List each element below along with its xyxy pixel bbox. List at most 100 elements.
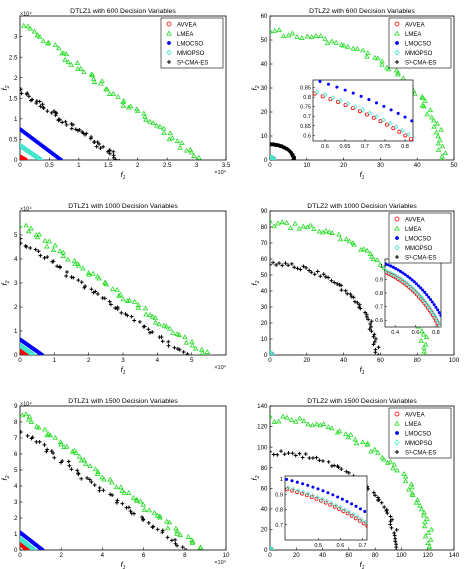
data-point-s-cma-es xyxy=(326,275,331,280)
inset-x-tick-label: 0.7 xyxy=(359,543,367,549)
legend-marker-avvea xyxy=(394,411,400,417)
data-point-lmea xyxy=(189,538,196,544)
data-point-lmea xyxy=(191,153,197,158)
data-point-lmea xyxy=(135,304,142,310)
inset-point-lmocso xyxy=(385,262,388,266)
inset-point-mmopso xyxy=(433,314,438,320)
legend-marker-mmopso xyxy=(394,244,400,251)
data-point-lmea xyxy=(345,434,352,440)
x-tick-label: 6 xyxy=(142,552,146,559)
data-point-lmea xyxy=(374,257,381,263)
data-point-lmea xyxy=(167,130,173,136)
legend-label-s-cma-es: S³-CMA-ES xyxy=(177,60,208,66)
legend-label-s-cma-es: S³-CMA-ES xyxy=(405,450,436,456)
data-point-s-cma-es xyxy=(373,493,377,498)
x-axis-label: f1 xyxy=(360,560,365,569)
y-tick-label: 6 xyxy=(14,451,18,458)
inset-point-lmocso xyxy=(255,63,258,66)
data-point-lmea xyxy=(142,113,148,119)
inset-point-avvea xyxy=(452,174,455,177)
inset-point-mmopso xyxy=(256,74,259,78)
data-point-lmea xyxy=(92,466,99,472)
inset-point-lmocso xyxy=(374,101,379,105)
data-point-lmea xyxy=(81,69,87,74)
data-point-s-cma-es xyxy=(311,456,315,460)
data-point-lmea xyxy=(147,312,153,317)
x-tick-label: 30 xyxy=(377,162,384,169)
inset-point-mmopso xyxy=(338,97,343,104)
data-point-s-cma-es xyxy=(71,275,76,280)
inset-point-mmopso xyxy=(355,514,360,520)
data-point-lmea xyxy=(35,424,42,430)
data-point-lmea xyxy=(427,536,434,542)
inset-y-tick-label: 0.85 xyxy=(300,86,311,92)
data-point-lmea xyxy=(166,519,173,525)
data-point-s-cma-es xyxy=(30,435,35,440)
data-point-s-cma-es xyxy=(27,94,31,99)
inset-point-lmocso xyxy=(389,108,393,112)
legend-label-avvea: AVVEA xyxy=(405,412,425,418)
data-point-lmea xyxy=(116,292,122,298)
y-tick-label: 40 xyxy=(261,288,268,295)
legend-label-s-cma-es: S³-CMA-ES xyxy=(405,60,436,66)
inset-point-lmocso xyxy=(311,485,315,489)
data-point-s-cma-es xyxy=(120,501,125,506)
data-point-lmea xyxy=(20,412,26,418)
data-point-s-cma-es xyxy=(128,509,133,513)
y-tick-label: 60 xyxy=(261,13,268,20)
data-point-lmea xyxy=(384,64,390,70)
data-point-lmea xyxy=(421,348,427,354)
inset-y-tick-label: 0.9 xyxy=(275,492,283,498)
legend-marker-lmocso xyxy=(395,431,399,435)
data-point-lmea xyxy=(152,314,159,320)
data-point-lmea xyxy=(160,125,167,131)
inset-point-lmocso xyxy=(429,298,433,302)
inset-point-mmopso xyxy=(381,117,386,123)
inset-point-lmocso xyxy=(434,305,438,309)
x-tick-label: 50 xyxy=(451,162,458,169)
data-point-avvea xyxy=(25,547,31,550)
x-axis-label: f1 xyxy=(360,365,365,376)
data-point-lmea xyxy=(182,334,188,340)
y-axis-label: f2 xyxy=(0,475,11,480)
data-point-s-cma-es xyxy=(286,451,291,455)
data-point-lmea xyxy=(88,71,95,77)
data-point-lmea xyxy=(106,91,113,96)
inset-point-mmopso xyxy=(265,76,268,80)
data-point-s-cma-es xyxy=(392,533,397,538)
data-point-s-cma-es xyxy=(36,249,41,254)
legend-label-avvea: AVVEA xyxy=(405,22,425,28)
inset-point-lmocso xyxy=(413,553,416,556)
data-point-lmea xyxy=(422,533,429,539)
data-point-lmea xyxy=(174,530,180,536)
inset-point-mmopso xyxy=(459,177,462,181)
data-point-s-cma-es xyxy=(367,327,372,332)
data-point-s-cma-es xyxy=(332,280,337,285)
legend-marker-lmea xyxy=(394,420,400,426)
data-point-lmea xyxy=(271,223,277,229)
data-point-lmea xyxy=(372,54,378,60)
data-point-s-cma-es xyxy=(88,136,93,141)
legend-label-lmea: LMEA xyxy=(405,227,421,233)
data-point-lmea xyxy=(408,481,415,487)
data-point-lmea xyxy=(80,265,86,271)
inset-point-lmocso xyxy=(301,482,305,486)
data-point-s-cma-es xyxy=(58,265,63,270)
x-tick-label: 2.5 xyxy=(163,162,172,169)
data-point-lmea xyxy=(438,126,445,132)
inset-point-mmopso xyxy=(456,173,459,177)
x-axis-label: f1 xyxy=(360,170,365,181)
inset-point-avvea xyxy=(357,109,362,114)
data-point-lmea xyxy=(44,432,51,438)
inset-point-mmopso xyxy=(290,486,296,492)
inset-point-avvea xyxy=(336,100,341,105)
data-point-lmea xyxy=(323,227,329,233)
data-point-lmea xyxy=(439,143,446,149)
data-point-lmea xyxy=(285,32,292,38)
inset-point-avvea xyxy=(406,564,409,567)
data-point-lmea xyxy=(130,494,137,500)
series-layer xyxy=(270,413,435,550)
data-point-s-cma-es xyxy=(355,300,360,305)
data-point-s-cma-es xyxy=(297,451,302,456)
inset-chart: 0.4 0.6 0.8 0.6 0.7 0.8 0.9 1 xyxy=(375,258,442,336)
